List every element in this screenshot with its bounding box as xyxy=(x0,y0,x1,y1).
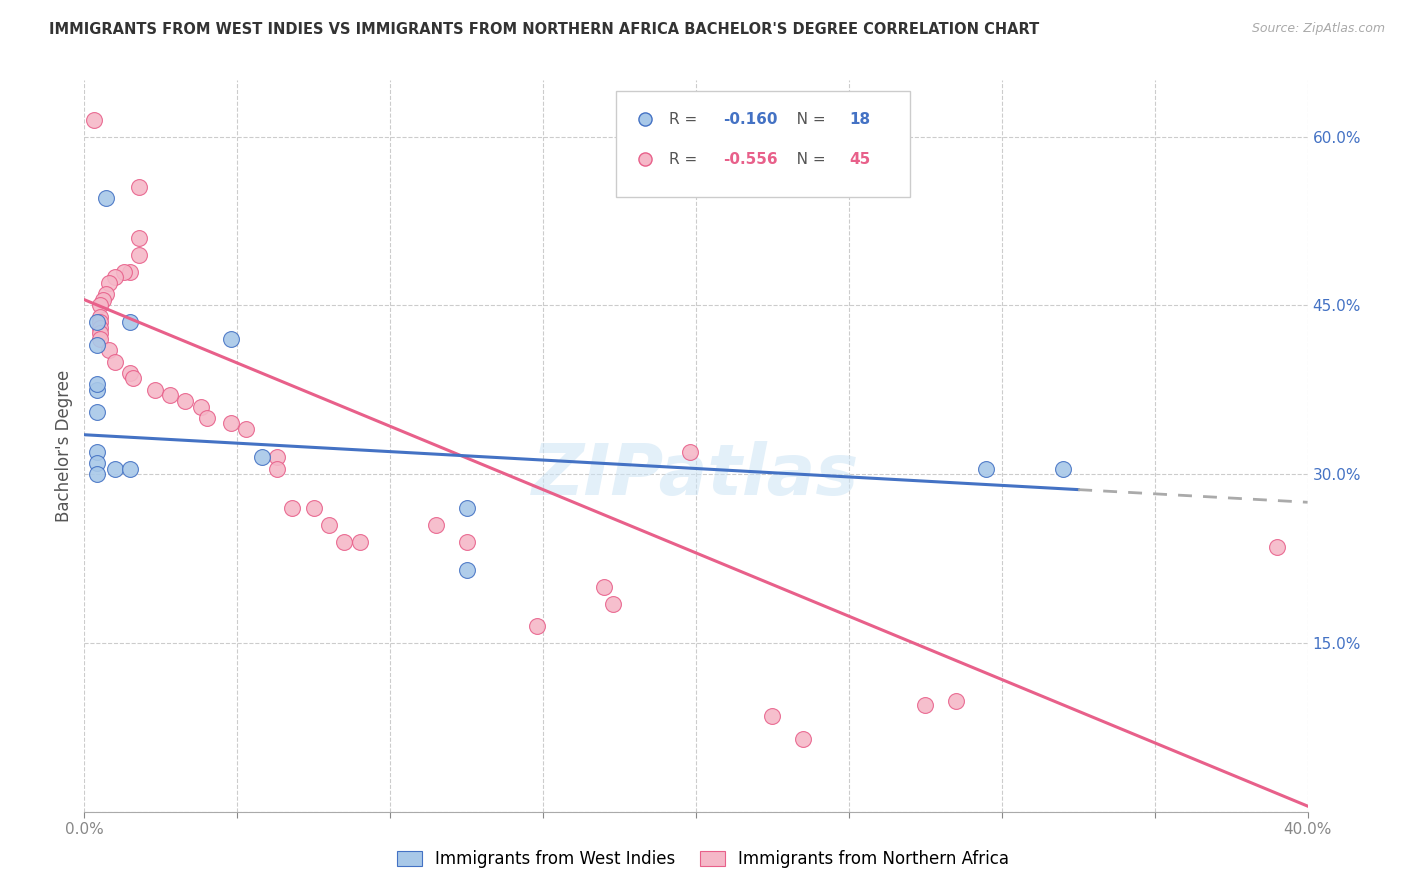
Point xyxy=(945,694,967,708)
Point xyxy=(97,343,120,358)
Point xyxy=(120,264,142,278)
Point xyxy=(94,287,117,301)
Point xyxy=(174,394,197,409)
Point xyxy=(89,326,111,341)
Point xyxy=(679,444,702,458)
Point xyxy=(89,310,111,324)
Point xyxy=(86,377,108,392)
Point xyxy=(89,332,111,346)
Text: Source: ZipAtlas.com: Source: ZipAtlas.com xyxy=(1251,22,1385,36)
Point xyxy=(86,405,108,419)
Point xyxy=(143,383,166,397)
Point xyxy=(235,422,257,436)
Point xyxy=(349,534,371,549)
Text: ZIPatlas: ZIPatlas xyxy=(533,441,859,509)
Text: 18: 18 xyxy=(849,112,870,127)
Point xyxy=(456,563,478,577)
Point xyxy=(281,500,304,515)
Point xyxy=(97,276,120,290)
Point xyxy=(120,461,142,475)
Point xyxy=(104,354,127,368)
Text: -0.160: -0.160 xyxy=(723,112,778,127)
Point xyxy=(219,332,242,346)
Point xyxy=(89,321,111,335)
Text: IMMIGRANTS FROM WEST INDIES VS IMMIGRANTS FROM NORTHERN AFRICA BACHELOR'S DEGREE: IMMIGRANTS FROM WEST INDIES VS IMMIGRANT… xyxy=(49,22,1039,37)
Point xyxy=(266,450,288,465)
Point xyxy=(456,500,478,515)
Point xyxy=(120,366,142,380)
Point xyxy=(266,461,288,475)
Point xyxy=(83,112,105,127)
Point xyxy=(104,461,127,475)
Point xyxy=(89,315,111,329)
Point xyxy=(195,410,218,425)
Text: -0.556: -0.556 xyxy=(723,152,778,167)
Point xyxy=(159,388,181,402)
Point xyxy=(792,731,814,746)
Point xyxy=(219,417,242,431)
Point xyxy=(425,517,447,532)
Text: R =: R = xyxy=(669,112,702,127)
Point xyxy=(112,264,135,278)
Point xyxy=(602,597,624,611)
Point xyxy=(250,450,273,465)
Text: N =: N = xyxy=(782,152,830,167)
Point xyxy=(456,534,478,549)
Point xyxy=(128,231,150,245)
Point xyxy=(526,619,548,633)
Point xyxy=(1265,541,1288,555)
Text: 45: 45 xyxy=(849,152,870,167)
Point xyxy=(94,191,117,205)
Point xyxy=(128,180,150,194)
Point xyxy=(302,500,325,515)
Point xyxy=(104,270,127,285)
Point xyxy=(91,293,114,307)
Point xyxy=(593,580,616,594)
Point xyxy=(914,698,936,712)
Point xyxy=(86,467,108,482)
FancyBboxPatch shape xyxy=(616,91,910,197)
Y-axis label: Bachelor's Degree: Bachelor's Degree xyxy=(55,370,73,522)
Point xyxy=(86,456,108,470)
Legend: Immigrants from West Indies, Immigrants from Northern Africa: Immigrants from West Indies, Immigrants … xyxy=(389,844,1017,875)
Point xyxy=(122,371,145,385)
Text: N =: N = xyxy=(782,112,830,127)
Point xyxy=(333,534,356,549)
Point xyxy=(86,337,108,351)
Point xyxy=(89,298,111,312)
Point xyxy=(976,461,998,475)
Point xyxy=(86,383,108,397)
Point xyxy=(128,248,150,262)
Point xyxy=(120,315,142,329)
Point xyxy=(86,315,108,329)
Point xyxy=(1052,461,1074,475)
Point xyxy=(190,400,212,414)
Point xyxy=(318,517,340,532)
Text: R =: R = xyxy=(669,152,702,167)
Point xyxy=(761,709,783,723)
Point xyxy=(86,444,108,458)
